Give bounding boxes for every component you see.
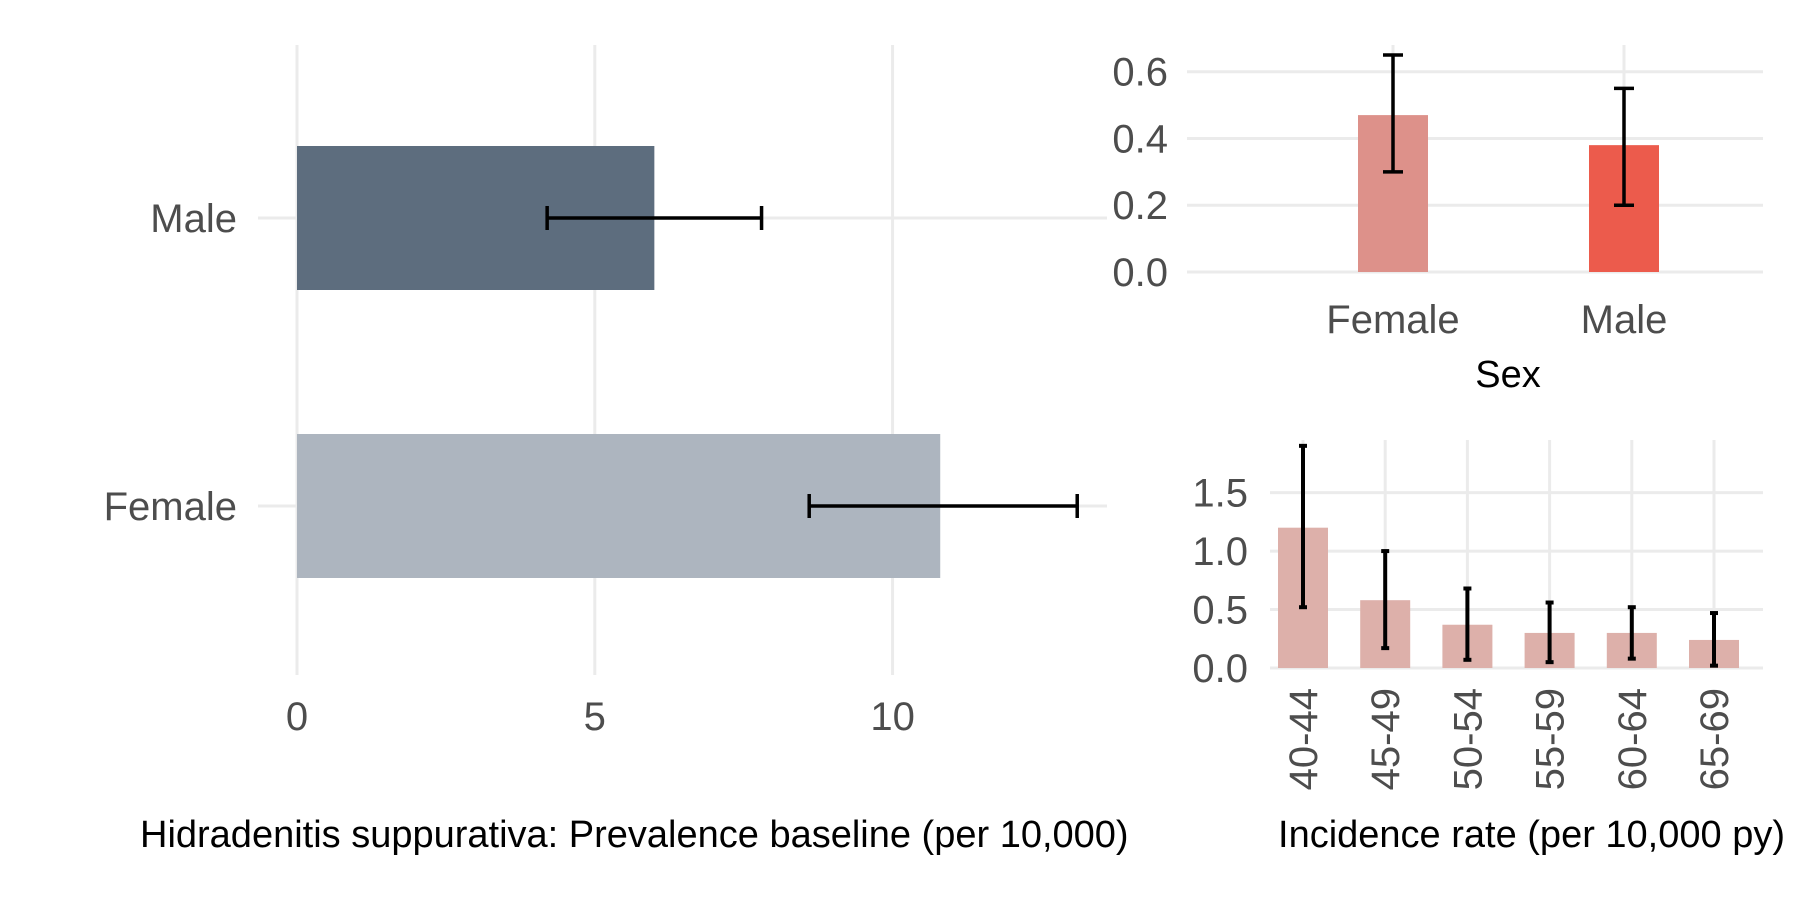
y-tick-label-female: Female <box>104 485 237 529</box>
x-tick-label-age-40-44: 40-44 <box>1282 688 1326 790</box>
x-tick-label-male: Male <box>1581 298 1668 342</box>
y-tick-label: 1.0 <box>1192 530 1248 574</box>
x-tick-label-age-55-59: 55-59 <box>1529 688 1573 790</box>
x-axis-title: Hidradenitis suppurativa: Prevalence bas… <box>140 814 1129 856</box>
y-tick-label: 0.2 <box>1112 184 1168 228</box>
incidence-by-age-chart: 0.0 0.5 1.0 1.5 40-44 45-49 50-54 55-59 60-64 65-… <box>1192 440 1785 856</box>
y-tick-label: 0.5 <box>1192 589 1248 633</box>
x-tick-label-female: Female <box>1326 298 1459 342</box>
y-tick-label: 0.4 <box>1112 117 1168 161</box>
x-tick-label-age-50-54: 50-54 <box>1446 688 1490 790</box>
x-axis-title: Sex <box>1475 354 1540 396</box>
x-tick-label: 0 <box>286 695 308 739</box>
y-tick-label: 0.0 <box>1112 251 1168 295</box>
incidence-by-sex-chart: 0.0 0.2 0.4 0.6 Female Male Sex <box>1112 45 1763 396</box>
x-tick-label: 10 <box>870 695 915 739</box>
x-tick-label-age-45-49: 45-49 <box>1364 688 1408 790</box>
y-tick-label: 0.0 <box>1192 647 1248 691</box>
x-tick-label-age-60-64: 60-64 <box>1611 688 1655 790</box>
y-tick-label: 0.6 <box>1112 51 1168 95</box>
x-axis-title: Incidence rate (per 10,000 py) <box>1278 814 1785 856</box>
y-tick-label-male: Male <box>150 197 237 241</box>
x-tick-label-age-65-69: 65-69 <box>1693 688 1737 790</box>
prevalence-chart: 0 5 10 Male Female Hidradenitis suppurativa: … <box>104 45 1129 856</box>
y-tick-label: 1.5 <box>1192 472 1248 516</box>
x-tick-label: 5 <box>584 695 606 739</box>
